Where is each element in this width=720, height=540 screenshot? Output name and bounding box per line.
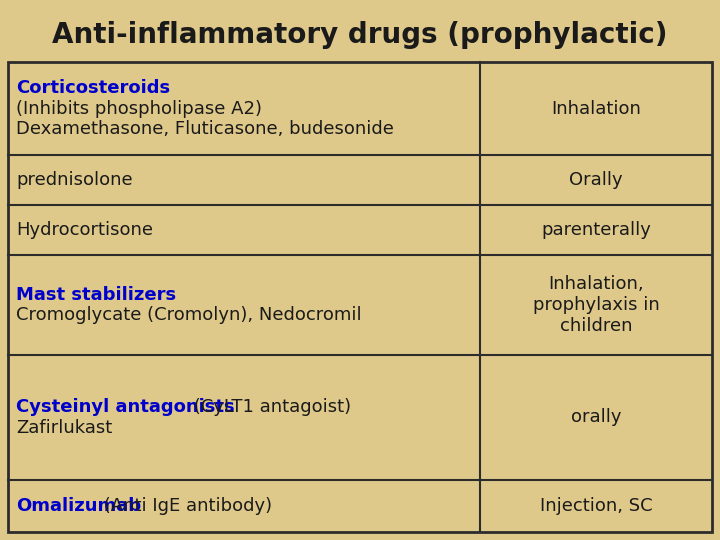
- Text: prednisolone: prednisolone: [16, 171, 132, 189]
- Text: (CyLT1 antagoist): (CyLT1 antagoist): [188, 398, 351, 416]
- Text: Corticosteroids: Corticosteroids: [16, 79, 170, 97]
- Text: Omalizumab: Omalizumab: [16, 497, 141, 515]
- Text: Inhalation,: Inhalation,: [548, 275, 644, 293]
- Text: Injection, SC: Injection, SC: [540, 497, 652, 515]
- Text: Hydrocortisone: Hydrocortisone: [16, 221, 153, 239]
- Text: Cysteinyl antagonists: Cysteinyl antagonists: [16, 398, 235, 416]
- Text: orally: orally: [571, 408, 621, 427]
- Text: Orally: Orally: [570, 171, 623, 189]
- Text: Anti-inflammatory drugs (prophylactic): Anti-inflammatory drugs (prophylactic): [53, 21, 667, 49]
- Text: prophylaxis in: prophylaxis in: [533, 296, 660, 314]
- Text: Cromoglycate (Cromolyn), Nedocromil: Cromoglycate (Cromolyn), Nedocromil: [16, 306, 361, 325]
- Text: parenterally: parenterally: [541, 221, 651, 239]
- Text: Inhalation: Inhalation: [551, 99, 641, 118]
- Text: Mast stabilizers: Mast stabilizers: [16, 286, 176, 303]
- Bar: [8, 62, 712, 532]
- Text: (Anti IgE antibody): (Anti IgE antibody): [98, 497, 272, 515]
- Text: Zafirlukast: Zafirlukast: [16, 419, 112, 437]
- Text: (Inhibits phospholipase A2): (Inhibits phospholipase A2): [16, 99, 262, 118]
- Text: children: children: [559, 317, 632, 335]
- Text: Dexamethasone, Fluticasone, budesonide: Dexamethasone, Fluticasone, budesonide: [16, 120, 394, 138]
